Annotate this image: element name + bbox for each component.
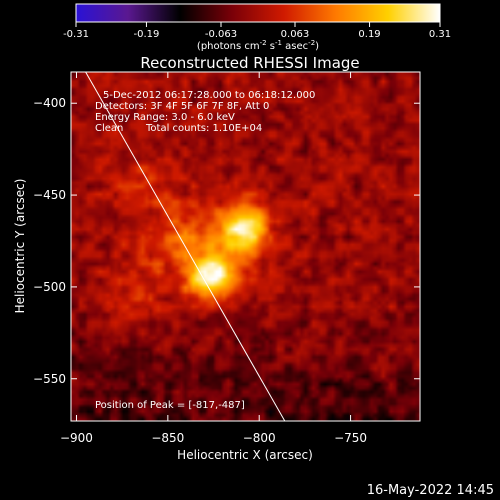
- colorbar-tick-label: -0.063: [205, 29, 237, 40]
- footer-timestamp: 16-May-2022 14:45: [367, 483, 494, 498]
- total-counts-text: Total counts: 1.10E+04: [145, 123, 262, 134]
- colorbar-unit-label: (photons cm-2 s-1 asec-2): [197, 39, 319, 52]
- colorbar-tick-label: -0.31: [63, 29, 89, 40]
- colorbar-tick-label: 0.19: [358, 29, 380, 40]
- energy-range-text: Energy Range: 3.0 - 6.0 keV: [95, 112, 235, 123]
- solar-limb-line: [85, 72, 286, 421]
- image-area: [71, 72, 420, 421]
- detectors-text: Detectors: 3F 4F 5F 6F 7F 8F, Att 0: [95, 101, 269, 112]
- peak-position-text: Position of Peak = [-817,-487]: [95, 400, 245, 411]
- y-axis-label: Heliocentric Y (arcsec): [13, 179, 27, 314]
- x-tick-label: −900: [60, 431, 93, 445]
- heatmap-image: [71, 72, 420, 421]
- chart-title: Reconstructed RHESSI Image: [140, 54, 359, 72]
- time-range-text: 5-Dec-2012 06:17:28.000 to 06:18:12.000: [103, 90, 315, 101]
- plot-annotations: 5-Dec-2012 06:17:28.000 to 06:18:12.000 …: [95, 90, 315, 411]
- y-axis: −400 −450 −500 −550: [33, 96, 420, 386]
- colorbar-ticks: -0.31 -0.19 -0.063 0.063 0.19 0.31: [63, 22, 451, 40]
- x-tick-label: −750: [334, 431, 367, 445]
- y-tick-label: −400: [33, 96, 66, 110]
- x-axis-label: Heliocentric X (arcsec): [177, 448, 313, 462]
- method-text: Clean: [95, 123, 123, 134]
- plot-frame: [70, 71, 421, 422]
- x-axis: −900 −850 −800 −750: [60, 72, 367, 445]
- colorbar-strip: [75, 3, 441, 23]
- x-tick-label: −800: [243, 431, 276, 445]
- colorbar-tick-label: 0.063: [281, 29, 310, 40]
- colorbar-tick-label: -0.19: [134, 29, 160, 40]
- colorbar: -0.31 -0.19 -0.063 0.063 0.19 0.31 (photons c…: [63, 3, 451, 52]
- x-tick-label: −850: [151, 431, 184, 445]
- y-tick-label: −500: [33, 280, 66, 294]
- colorbar-tick-label: 0.31: [429, 29, 451, 40]
- y-tick-label: −450: [33, 188, 66, 202]
- y-tick-label: −550: [33, 372, 66, 386]
